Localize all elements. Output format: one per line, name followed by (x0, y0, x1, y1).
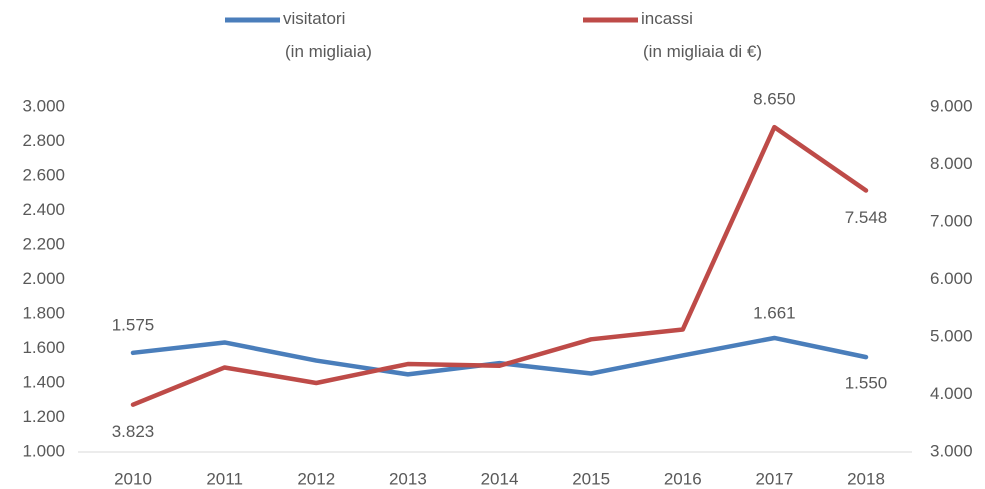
y-tick-label: 2.200 (22, 234, 65, 253)
x-tick-label: 2012 (297, 469, 335, 488)
data-label: 1.661 (753, 303, 796, 322)
x-tick-label: 2011 (206, 469, 243, 488)
y-tick-label: 2.400 (22, 200, 65, 219)
y-tick-label: 3.000 (22, 96, 65, 115)
y2-tick-label: 5.000 (930, 326, 973, 345)
legend-label: incassi (in migliaia di €) (641, 9, 762, 61)
y-tick-label: 1.800 (22, 303, 65, 322)
y-tick-label: 1.200 (22, 407, 65, 426)
y-tick-label: 1.400 (22, 372, 65, 391)
x-tick-label: 2014 (481, 469, 519, 488)
data-label: 7.548 (845, 208, 888, 227)
x-tick-label: 2017 (755, 469, 793, 488)
y-tick-label: 1.000 (22, 441, 65, 460)
y2-tick-label: 4.000 (930, 384, 973, 403)
y-tick-label: 2.600 (22, 165, 65, 184)
y2-tick-label: 9.000 (930, 96, 973, 115)
y2-tick-label: 7.000 (930, 211, 973, 230)
y-tick-label: 2.000 (22, 269, 65, 288)
series-line (130, 335, 869, 377)
series-line (130, 124, 869, 407)
data-label: 1.550 (845, 374, 888, 393)
x-tick-label: 2010 (114, 469, 152, 488)
legend-label: visitatori (in migliaia) (283, 9, 372, 61)
x-tick-label: 2018 (847, 469, 885, 488)
y2-tick-label: 6.000 (930, 269, 973, 288)
data-label: 1.575 (112, 315, 155, 334)
y2-tick-label: 3.000 (930, 441, 973, 460)
x-tick-label: 2015 (572, 469, 610, 488)
y2-tick-label: 8.000 (930, 154, 973, 173)
data-label: 3.823 (112, 422, 155, 441)
y-tick-label: 2.800 (22, 131, 65, 150)
x-tick-label: 2016 (664, 469, 702, 488)
data-label: 8.650 (753, 90, 796, 109)
x-tick-label: 2013 (389, 469, 427, 488)
y-tick-label: 1.600 (22, 338, 65, 357)
